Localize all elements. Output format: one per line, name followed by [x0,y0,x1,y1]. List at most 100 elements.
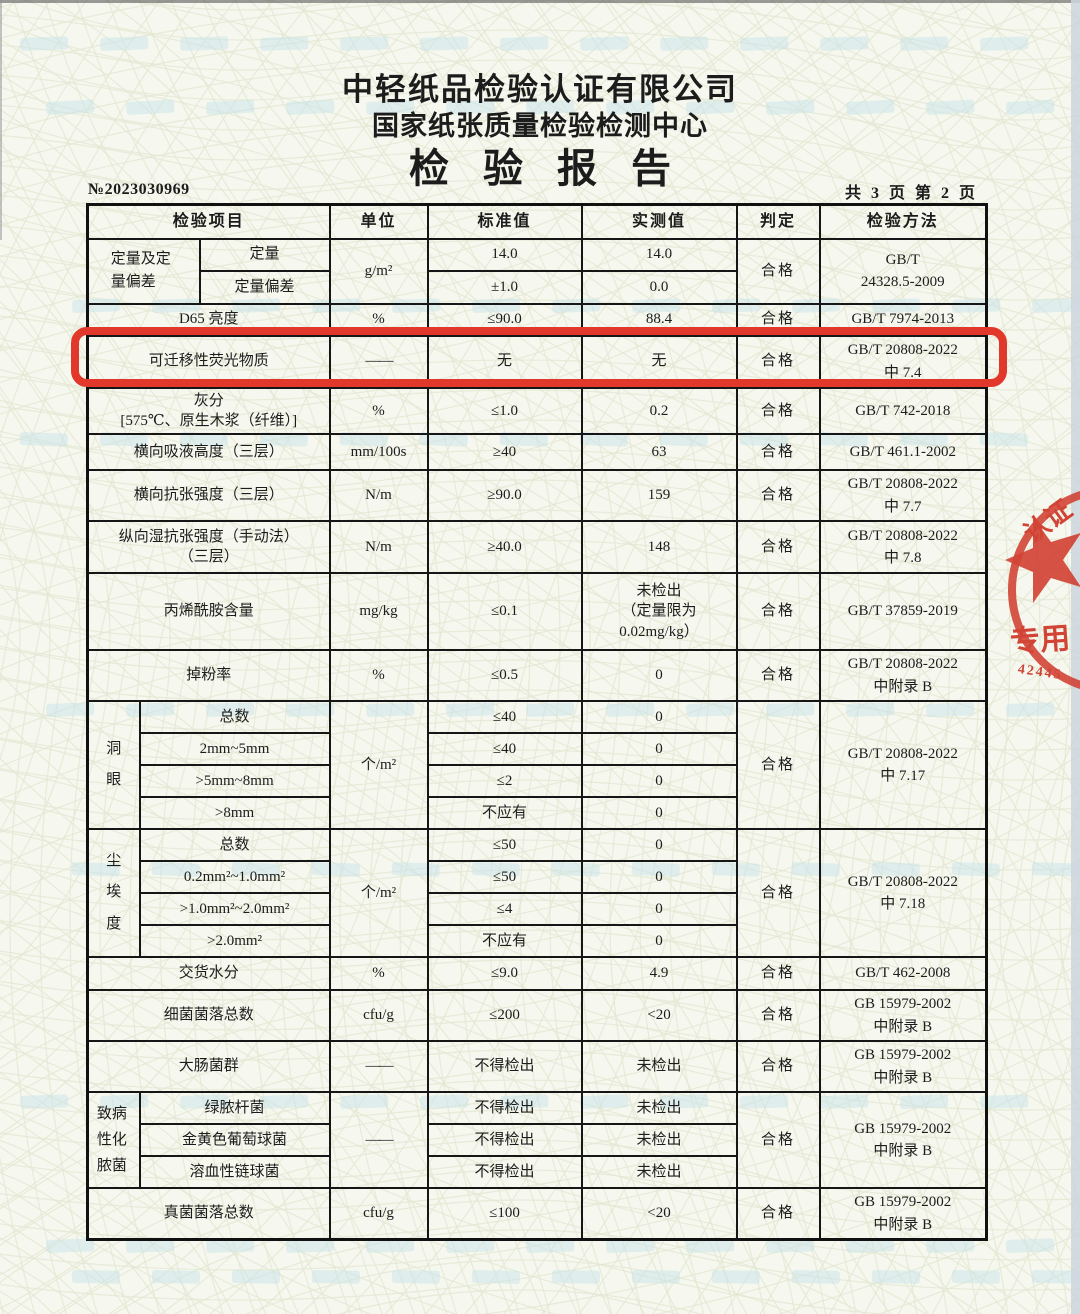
cell-method: GB/T 20808-2022 中 7.18 [818,828,988,958]
cell-unit: 个/m² [328,828,429,958]
table-row: >5mm~8mm ≤2 0 [88,764,987,798]
cell-item: 可迁移性荧光物质 [86,334,331,389]
cell-unit: 个/m² [328,700,429,830]
cell-judge: 合格 [735,302,821,337]
cell-judge: 合格 [735,237,821,305]
table-row: 大肠菌群 —— 不得检出 未检出 合格 GB 15979-2002 中附录 B [86,1040,988,1093]
cell-item: 丙烯酰胺含量 [86,572,331,651]
cell-item: 掉粉率 [86,649,331,702]
cell-item: 0.2mm²~1.0mm² [138,860,331,894]
cell-method: GB 15979-2002 中附录 B [818,989,988,1042]
cell-standard: 不得检出 [426,1123,583,1157]
cell-item: 细菌菌落总数 [86,989,331,1042]
cell-measured: 0 [580,796,738,830]
cell-standard: ≥40 [426,433,583,471]
cell-item: 定量偏差 [198,269,331,305]
cell-method: GB/T 20808-2022 中 7.7 [818,469,988,522]
cell-group-label: 致病性化脓菌 [86,1091,141,1189]
cell-judge: 合格 [735,520,821,574]
paper-edge-left [0,0,2,240]
cell-method: GB/T 7974-2013 [818,302,988,337]
cell-judge: 合格 [735,1187,821,1241]
cell-item: 纵向湿抗张强度（手动法） （三层） [86,520,331,574]
cell-standard: ≤200 [426,989,583,1042]
column-header-item: 检验项目 [86,203,331,240]
cell-standard: ≤0.1 [426,572,583,651]
cell-standard: ≤9.0 [426,956,583,991]
cell-method: GB/T 20808-2022 中 7.8 [818,520,988,574]
table-row: >1.0mm²~2.0mm² ≤4 0 [88,892,987,926]
cell-measured: 未检出 [580,1155,738,1189]
cell-unit: % [328,386,429,435]
cell-standard: 不应有 [426,924,583,958]
paper-edge-right [1071,0,1080,1314]
cell-measured: 14.0 [580,237,738,272]
cell-unit: mg/kg [328,572,429,651]
table-row: 金黄色葡萄球菌 不得检出 未检出 [88,1123,987,1157]
inspection-table: 检验项目 单位 标准值 实测值 判定 检验方法 定量及定量偏差 定量 g/m² … [86,203,989,1241]
cell-unit: N/m [328,520,429,574]
column-header-method: 检验方法 [818,203,988,240]
cell-standard: ≤40 [426,732,583,766]
cell-judge: 合格 [735,956,821,991]
cell-unit: % [328,956,429,991]
cell-method: GB/T 37859-2019 [818,572,988,651]
cell-standard: ≤4 [426,892,583,926]
cell-judge: 合格 [735,649,821,702]
table-row: >8mm 不应有 0 [88,796,987,830]
cell-method: GB/T 461.1-2002 [818,433,988,471]
cell-standard: ≤50 [426,860,583,894]
table-row: 2mm~5mm ≤40 0 [88,732,987,766]
cell-unit: % [328,302,429,337]
cell-item: 2mm~5mm [138,732,331,766]
cell-measured: 0 [580,828,738,862]
cell-item: >5mm~8mm [138,764,331,798]
cell-standard: 不得检出 [426,1040,583,1093]
cell-measured: 0 [580,860,738,894]
table-row: 掉粉率 % ≤0.5 0 合格 GB/T 20808-2022 中附录 B [86,649,988,702]
star-icon [1005,517,1080,603]
cell-judge: 合格 [735,433,821,471]
cell-measured: 0 [580,924,738,958]
cell-group-label: 洞眼 [86,700,141,830]
column-header-standard: 标准值 [426,203,583,240]
table-row: 横向吸液高度（三层） mm/100s ≥40 63 合格 GB/T 461.1-… [86,433,988,471]
cell-unit: N/m [328,469,429,522]
cell-measured: 未检出 [580,1091,738,1125]
cell-method: GB 15979-2002 中附录 B [818,1091,988,1189]
cell-measured: 无 [580,334,738,389]
cell-judge: 合格 [735,989,821,1042]
cell-measured: 0 [580,764,738,798]
cell-measured: 0 [580,892,738,926]
cell-unit: cfu/g [328,1187,429,1241]
stamp-digits: 42445 [1017,662,1064,683]
table-row: 横向抗张强度（三层） N/m ≥90.0 159 合格 GB/T 20808-2… [86,469,988,522]
cell-method: GB/T 20808-2022 中附录 B [818,649,988,702]
cell-judge: 合格 [735,1040,821,1093]
cell-standard: 不应有 [426,796,583,830]
group-label-text: 尘埃度 [106,852,122,932]
table-row: 细菌菌落总数 cfu/g ≤200 <20 合格 GB 15979-2002 中… [86,989,988,1042]
group-label-text: 定量及定量偏差 [110,250,171,290]
cell-judge: 合格 [735,1091,821,1189]
cell-item: 定量 [198,237,331,272]
cell-group-label: 定量及定量偏差 [86,237,201,305]
cell-judge: 合格 [735,572,821,651]
org-name-line1: 中轻纸品检验认证有限公司 [342,72,738,107]
cell-measured: 未检出 [580,1040,738,1093]
cell-measured: 0 [580,732,738,766]
cell-standard: 不得检出 [426,1155,583,1189]
cell-measured: 0 [580,700,738,734]
column-header-unit: 单位 [328,203,429,240]
cell-item: >2.0mm² [138,924,331,958]
cell-judge: 合格 [735,334,821,389]
report-title: 检验报告 [409,146,705,191]
cell-method: GB/T 20808-2022 中 7.17 [818,700,988,830]
table-row: >2.0mm² 不应有 0 [88,924,987,958]
cell-item: 交货水分 [86,956,331,991]
table-row-highlighted: 可迁移性荧光物质 —— 无 无 合格 GB/T 20808-2022 中 7.4 [86,334,988,389]
cell-item: 总数 [138,828,331,862]
cell-item: 大肠菌群 [86,1040,331,1093]
cell-standard: ≤0.5 [426,649,583,702]
column-header-judge: 判定 [735,203,821,240]
